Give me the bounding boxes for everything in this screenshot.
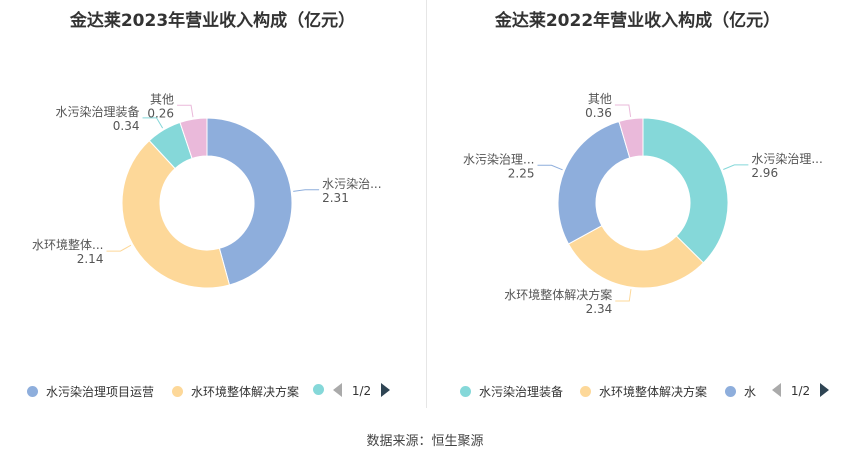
legend-label: 水 [744, 385, 757, 399]
slice-label: 其他 [588, 92, 612, 106]
page-indicator: 1/2 [790, 384, 811, 398]
slice-value-label: 2.14 [77, 252, 104, 266]
legend-item[interactable]: 水 [725, 383, 756, 400]
legend-item[interactable]: 水污染治理项目运营 [27, 383, 154, 400]
label-leader-line [293, 189, 320, 192]
label-leader-line [614, 104, 632, 117]
donut-slice[interactable] [557, 120, 631, 245]
slice-value-label: 2.25 [508, 166, 535, 180]
slice-value-label: 0.26 [147, 106, 174, 120]
donut-slice[interactable] [567, 224, 705, 289]
legend-pager: 1/2 [333, 383, 390, 398]
legend-marker [172, 386, 183, 397]
legend-pager: 1/2 [772, 383, 829, 398]
slice-label: 水污染治理... [751, 151, 822, 166]
label-leader-line [142, 117, 164, 129]
legend-label: 水环境整体解决方案 [191, 385, 300, 399]
panel-divider [426, 0, 427, 408]
legend-item[interactable] [313, 383, 332, 397]
label-leader-line [723, 164, 749, 170]
donut-slice[interactable] [206, 117, 293, 286]
legend-label: 水环境整体解决方案 [599, 385, 708, 399]
legend: 水污染治理项目运营 水环境整体解决方案 1/2 [0, 383, 425, 405]
prev-page-icon[interactable] [333, 383, 342, 397]
label-leader-line [615, 289, 632, 302]
legend-label: 水污染治理装备 [479, 385, 564, 399]
slice-value-label: 2.34 [586, 302, 613, 316]
legend-label: 水污染治理项目运营 [46, 385, 155, 399]
prev-page-icon[interactable] [772, 383, 781, 397]
slice-label: 水污染治理装备 [56, 104, 140, 119]
legend-marker [313, 384, 324, 395]
legend-marker [460, 386, 471, 397]
legend-item[interactable]: 水污染治理装备 [460, 383, 563, 400]
legend-item[interactable]: 水环境整体解决方案 [580, 383, 707, 400]
slice-label: 水环境整体解决方案 [504, 287, 612, 302]
legend-marker [725, 386, 736, 397]
donut-slice[interactable] [179, 117, 208, 160]
slice-value-label: 0.34 [113, 119, 140, 133]
chart-panel-2022: 金达莱2022年营业收入构成（亿元） 水污染治理... 2.96 水环境整体解决方案… [425, 0, 850, 420]
legend-marker [27, 386, 38, 397]
slice-value-label: 0.36 [585, 106, 612, 120]
label-leader-line [106, 244, 132, 252]
slice-label: 水污染治... [322, 176, 381, 191]
slice-value-label: 2.96 [751, 166, 778, 180]
next-page-icon[interactable] [819, 383, 829, 397]
donut-slice[interactable] [618, 117, 644, 159]
legend: 水污染治理装备 水环境整体解决方案 水 1/2 [425, 383, 850, 405]
label-leader-line [177, 104, 194, 118]
donut-chart-2022: 水污染治理...2.96水环境整体解决方案2.34水污染治理...2.25其他0… [463, 92, 823, 316]
label-leader-line [537, 164, 563, 171]
slice-value-label: 2.31 [322, 191, 349, 205]
legend-marker [580, 386, 591, 397]
slice-label: 其他 [150, 92, 174, 106]
donut-slice[interactable] [642, 117, 729, 264]
legend-item[interactable]: 水环境整体解决方案 [172, 383, 299, 400]
slice-label: 水污染治理... [463, 151, 534, 166]
next-page-icon[interactable] [380, 383, 390, 397]
data-source: 数据来源：恒生聚源 [366, 434, 484, 449]
chart-title: 金达莱2022年营业收入构成（亿元） [494, 11, 781, 31]
donut-slice[interactable] [121, 139, 231, 289]
chart-title: 金达莱2023年营业收入构成（亿元） [69, 11, 356, 31]
slice-label: 水环境整体... [32, 237, 103, 252]
page-indicator: 1/2 [351, 384, 372, 398]
chart-panel-2023: 金达莱2023年营业收入构成（亿元） 水污染治... 2.31 水环境整体... 2.… [0, 0, 425, 420]
